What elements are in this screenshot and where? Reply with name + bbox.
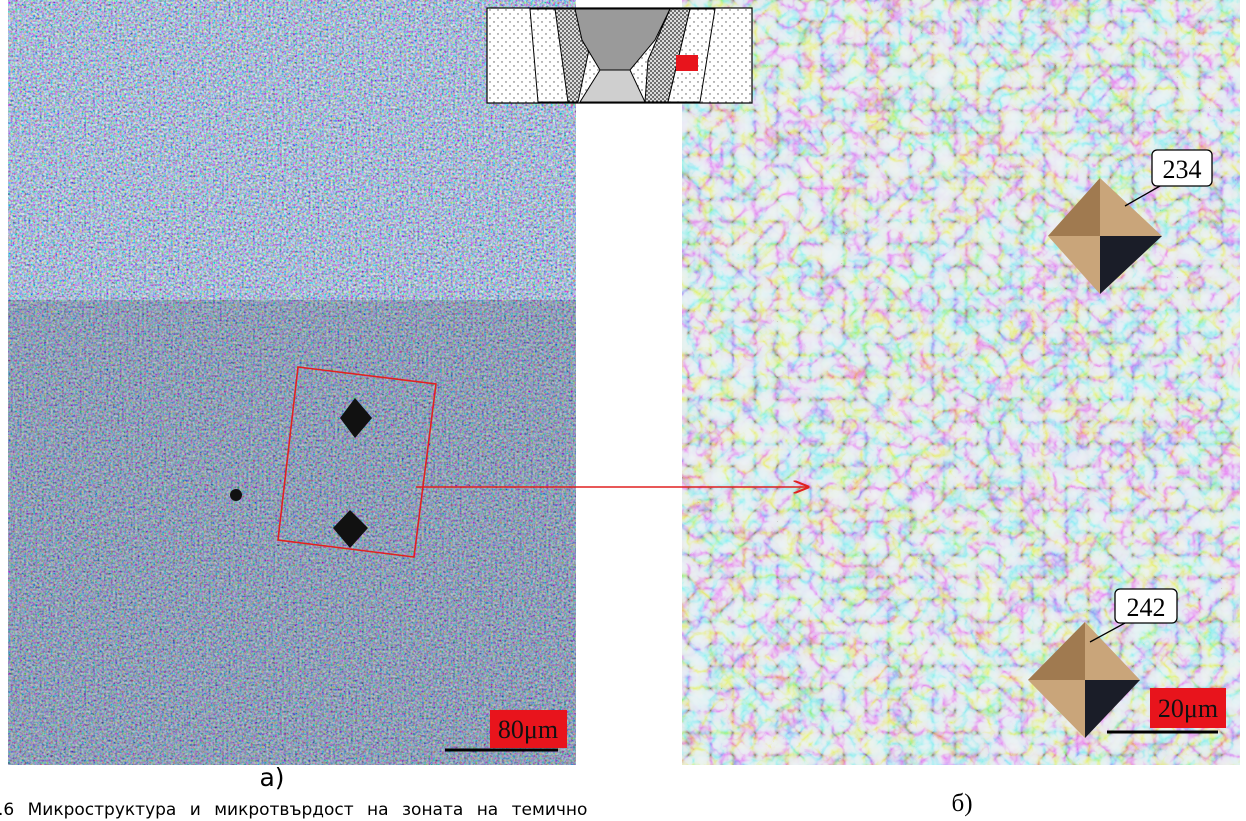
figure: 80μm 234 242 20μm [0, 0, 1246, 821]
scale-label: 20μm [1158, 694, 1218, 723]
caption: .6 Микроструктура и микротвърдост на зон… [0, 800, 587, 820]
hardness-value: 242 [1127, 593, 1166, 622]
panel-label: б) [951, 790, 972, 817]
panel-label: а) [259, 763, 284, 792]
weld-inset [487, 8, 752, 103]
figure-page: 80μm 234 242 20μm [0, 0, 1246, 821]
micrograph-b: 234 242 20μm [682, 0, 1240, 765]
micrograph-a: 80μm [8, 0, 576, 765]
hardness-value: 234 [1163, 155, 1202, 184]
scale-label: 80μm [498, 715, 558, 744]
